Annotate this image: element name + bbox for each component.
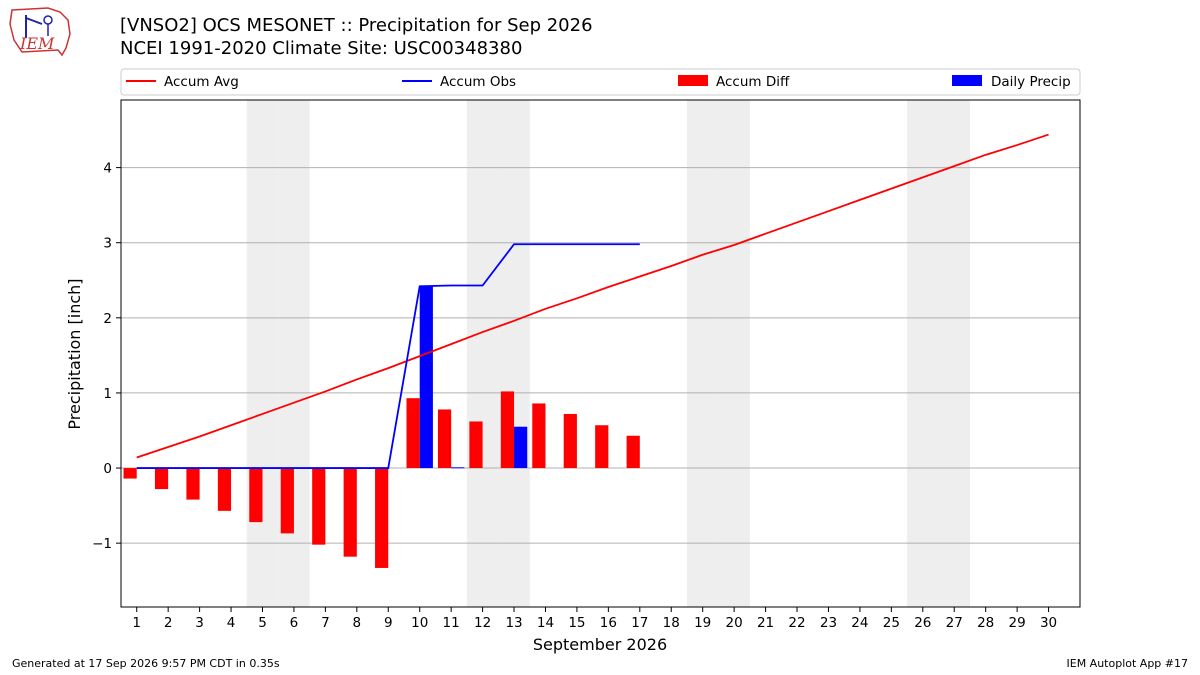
accum-diff-bar-2 (154, 468, 169, 490)
daily-precip-bar-10 (419, 286, 433, 469)
x-tick-label-11: 11 (443, 615, 460, 631)
accum-diff-bar-7 (312, 468, 326, 545)
x-tick-label-27: 27 (946, 615, 963, 631)
accum-diff-bar-4 (217, 468, 232, 511)
accum-diff-bar-11 (437, 409, 452, 469)
x-tick-label-25: 25 (883, 615, 900, 631)
weekend-band-19 (686, 100, 719, 607)
y-tick-label-2: 1 (103, 386, 112, 402)
daily-precip-bar-11 (451, 467, 465, 469)
x-tick-label-24: 24 (851, 615, 868, 631)
accum-diff-bar-10 (406, 398, 420, 469)
line-series (136, 133, 1049, 469)
generated-timestamp: Generated at 17 Sep 2026 9:57 PM CDT in … (12, 657, 280, 670)
weekend-band-12 (466, 100, 499, 607)
plot-frame (120, 99, 1081, 608)
legend-label-accum-diff: Accum Diff (716, 74, 790, 90)
x-tick-label-26: 26 (914, 615, 931, 631)
accum-diff-bar-1 (123, 468, 137, 479)
x-tick-label-22: 22 (788, 615, 805, 631)
x-tick-label-2: 2 (164, 615, 173, 631)
accum-diff-bar-9 (375, 468, 389, 568)
x-tick-label-5: 5 (258, 615, 267, 631)
y-tick-label-4: 3 (103, 236, 112, 252)
accum-diff-bar-13 (500, 391, 515, 469)
y-axis-label: Precipitation [inch] (65, 278, 84, 429)
x-tick-label-3: 3 (195, 615, 204, 631)
x-tick-label-16: 16 (600, 615, 617, 631)
x-tick-label-13: 13 (505, 615, 522, 631)
x-tick-label-6: 6 (290, 615, 299, 631)
accum-avg-line (136, 133, 1049, 459)
y-axis-ticks: −1 0 1 2 3 4 (92, 161, 121, 552)
accum-obs-line (136, 243, 640, 469)
chart-title: [VNSO2] OCS MESONET :: Precipitation for… (120, 15, 593, 36)
app-credit: IEM Autoplot App #17 (1066, 657, 1189, 670)
accum-diff-bar-3 (186, 468, 200, 500)
y-tick-label-5: 4 (103, 161, 112, 177)
x-tick-label-20: 20 (726, 615, 743, 631)
accum-diff-bar-5 (249, 468, 263, 523)
daily-precip-bar-13 (514, 426, 528, 469)
x-tick-label-28: 28 (977, 615, 994, 631)
x-tick-label-10: 10 (411, 615, 428, 631)
accum-diff-bar-16 (595, 425, 609, 469)
weekend-band-27 (938, 100, 970, 607)
legend-label-accum-obs: Accum Obs (440, 74, 516, 90)
x-tick-label-4: 4 (227, 615, 236, 631)
y-gridlines (121, 167, 1080, 544)
accum-diff-bar-14 (532, 403, 546, 469)
legend-label-daily-precip: Daily Precip (991, 74, 1071, 90)
x-tick-label-18: 18 (663, 615, 680, 631)
weekend-band-26 (907, 100, 939, 607)
accum-diff-bar-6 (280, 468, 294, 534)
y-tick-label-3: 2 (103, 311, 112, 327)
x-axis-label: September 2026 (533, 635, 667, 654)
x-tick-label-29: 29 (1009, 615, 1026, 631)
x-tick-label-23: 23 (820, 615, 837, 631)
x-tick-label-17: 17 (631, 615, 648, 631)
legend: Accum Avg Accum Obs Accum Diff Daily Pre… (120, 68, 1081, 96)
accum-diff-bar-15 (563, 413, 577, 469)
logo-text: IEM (19, 34, 55, 53)
weekend-band-5 (246, 100, 279, 607)
legend-swatch-daily-precip (952, 75, 982, 86)
iem-logo: IEM (9, 7, 71, 57)
x-tick-label-15: 15 (568, 615, 585, 631)
x-tick-label-9: 9 (384, 615, 393, 631)
weekend-band-13 (498, 100, 530, 607)
x-tick-label-19: 19 (694, 615, 711, 631)
x-tick-label-7: 7 (321, 615, 330, 631)
y-tick-label-1: 0 (103, 461, 112, 477)
x-tick-label-14: 14 (537, 615, 554, 631)
accum-diff-bar-8 (343, 468, 357, 557)
x-tick-label-21: 21 (757, 615, 774, 631)
x-tick-label-1: 1 (132, 615, 141, 631)
chart-subtitle: NCEI 1991-2020 Climate Site: USC00348380 (120, 38, 522, 59)
legend-label-accum-avg: Accum Avg (164, 74, 239, 90)
accum-diff-bar-17 (626, 435, 640, 469)
x-tick-label-8: 8 (353, 615, 362, 631)
bar-series (123, 286, 640, 568)
accum-diff-bar-12 (469, 421, 483, 469)
x-tick-label-30: 30 (1040, 615, 1057, 631)
y-tick-label-0: −1 (92, 536, 112, 552)
legend-swatch-accum-diff (678, 75, 708, 86)
weekend-band-20 (718, 100, 750, 607)
x-axis-ticks: 1 2 3 4 5 6 7 8 9 10 11 12 13 14 15 16 17 18 19 20 21 22 23 24 2… (132, 607, 1057, 631)
x-tick-label-12: 12 (474, 615, 491, 631)
